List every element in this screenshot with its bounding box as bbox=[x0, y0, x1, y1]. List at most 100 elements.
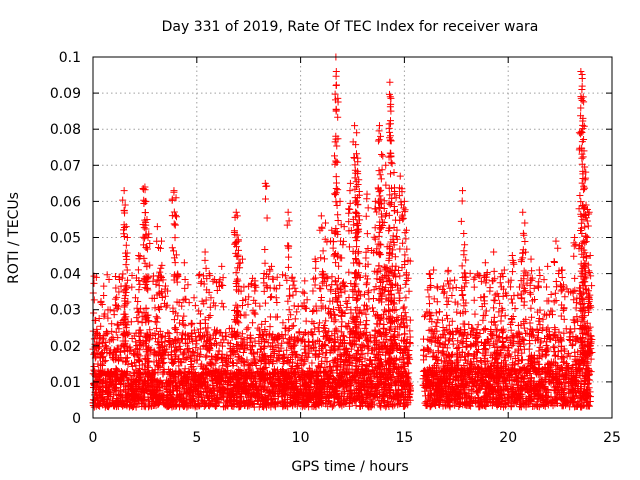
data-point bbox=[280, 402, 288, 410]
data-point bbox=[207, 294, 215, 302]
data-point bbox=[161, 337, 169, 345]
data-point bbox=[243, 325, 251, 333]
data-point bbox=[115, 325, 123, 333]
data-point bbox=[90, 309, 98, 317]
data-point bbox=[399, 402, 407, 410]
data-point bbox=[240, 362, 248, 370]
data-point bbox=[298, 355, 306, 363]
data-point bbox=[188, 357, 196, 365]
data-point bbox=[402, 280, 410, 288]
data-point bbox=[493, 325, 501, 333]
data-point bbox=[547, 291, 555, 298]
data-point bbox=[273, 313, 281, 321]
data-point bbox=[303, 296, 311, 304]
data-point bbox=[92, 349, 100, 357]
data-point bbox=[163, 301, 171, 309]
data-point bbox=[443, 301, 451, 309]
data-point bbox=[279, 319, 287, 327]
data-point bbox=[297, 337, 305, 345]
data-point bbox=[153, 324, 161, 332]
data-point bbox=[131, 294, 139, 302]
data-point bbox=[451, 276, 459, 284]
data-point bbox=[440, 282, 448, 290]
data-point bbox=[106, 350, 114, 358]
data-point bbox=[198, 360, 206, 368]
data-point bbox=[293, 334, 301, 342]
data-point bbox=[135, 356, 143, 364]
data-point bbox=[112, 328, 120, 336]
data-point bbox=[315, 328, 323, 336]
data-point bbox=[293, 308, 301, 316]
data-point bbox=[290, 302, 298, 310]
data-point bbox=[112, 366, 120, 374]
data-point bbox=[195, 272, 203, 280]
data-point bbox=[545, 297, 553, 305]
data-point bbox=[390, 368, 398, 376]
data-point bbox=[133, 314, 141, 322]
data-point bbox=[480, 326, 488, 334]
data-point bbox=[490, 304, 498, 312]
data-point bbox=[215, 399, 223, 407]
data-point bbox=[325, 327, 333, 335]
data-point bbox=[100, 282, 108, 290]
data-point bbox=[161, 285, 169, 293]
data-point bbox=[151, 318, 159, 326]
data-point bbox=[336, 393, 344, 401]
data-point bbox=[316, 319, 324, 327]
data-point bbox=[185, 332, 193, 340]
data-point bbox=[446, 336, 454, 344]
data-point bbox=[246, 361, 254, 369]
data-point bbox=[244, 324, 252, 332]
data-point bbox=[108, 320, 116, 328]
data-point bbox=[311, 281, 319, 289]
data-point bbox=[103, 271, 111, 279]
data-point bbox=[292, 288, 300, 296]
data-point bbox=[434, 316, 442, 324]
data-point bbox=[239, 348, 247, 356]
data-point bbox=[340, 332, 348, 340]
data-point bbox=[118, 274, 126, 282]
data-point bbox=[193, 337, 201, 345]
data-point bbox=[443, 311, 451, 319]
data-point bbox=[310, 275, 318, 283]
data-point bbox=[279, 271, 287, 279]
data-point bbox=[247, 335, 255, 343]
data-point bbox=[196, 271, 204, 279]
data-point bbox=[102, 343, 110, 351]
data-point bbox=[111, 272, 119, 280]
data-point bbox=[273, 298, 281, 306]
data-point bbox=[97, 297, 105, 305]
data-point bbox=[452, 283, 460, 291]
data-point bbox=[405, 369, 413, 377]
data-point bbox=[250, 309, 258, 317]
data-point bbox=[405, 287, 413, 295]
data-point bbox=[370, 307, 378, 315]
data-point bbox=[134, 317, 142, 325]
data-point bbox=[224, 339, 232, 347]
data-point bbox=[128, 334, 136, 342]
data-point bbox=[320, 278, 328, 286]
data-point bbox=[369, 304, 377, 312]
data-point bbox=[246, 334, 254, 342]
data-point bbox=[161, 292, 169, 300]
data-point bbox=[361, 324, 369, 332]
data-point bbox=[99, 335, 107, 343]
data-point bbox=[135, 336, 143, 344]
data-point bbox=[289, 384, 297, 392]
data-point bbox=[380, 306, 388, 314]
data-point bbox=[336, 350, 344, 358]
data-point bbox=[449, 340, 457, 348]
data-point bbox=[266, 284, 274, 292]
data-point bbox=[508, 333, 516, 341]
data-point bbox=[272, 294, 280, 302]
data-point bbox=[222, 361, 230, 369]
data-point bbox=[376, 402, 384, 410]
data-point bbox=[210, 299, 218, 307]
data-point bbox=[112, 365, 120, 373]
data-point bbox=[276, 281, 284, 289]
data-point bbox=[551, 344, 559, 352]
data-point bbox=[382, 403, 390, 411]
data-point bbox=[111, 369, 119, 377]
data-point bbox=[181, 322, 189, 330]
